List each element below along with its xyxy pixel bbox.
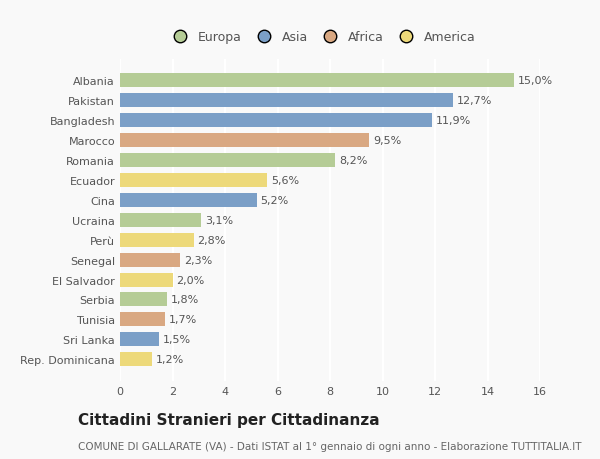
Bar xyxy=(120,194,257,207)
Bar xyxy=(120,313,164,327)
Bar xyxy=(120,174,267,188)
Text: 1,7%: 1,7% xyxy=(169,315,197,325)
Bar xyxy=(120,333,160,347)
Text: 1,8%: 1,8% xyxy=(171,295,199,305)
Text: 2,0%: 2,0% xyxy=(176,275,205,285)
Bar xyxy=(120,114,433,128)
Text: 5,6%: 5,6% xyxy=(271,176,299,185)
Bar xyxy=(120,134,370,148)
Text: 1,5%: 1,5% xyxy=(163,335,191,345)
Text: Cittadini Stranieri per Cittadinanza: Cittadini Stranieri per Cittadinanza xyxy=(78,413,380,428)
Bar xyxy=(120,233,193,247)
Text: 1,2%: 1,2% xyxy=(155,354,184,364)
Text: 8,2%: 8,2% xyxy=(339,156,368,166)
Text: 5,2%: 5,2% xyxy=(260,196,289,206)
Bar xyxy=(120,293,167,307)
Bar xyxy=(120,94,454,108)
Text: 2,3%: 2,3% xyxy=(184,255,212,265)
Bar xyxy=(120,353,151,366)
Bar xyxy=(120,253,181,267)
Text: COMUNE DI GALLARATE (VA) - Dati ISTAT al 1° gennaio di ogni anno - Elaborazione : COMUNE DI GALLARATE (VA) - Dati ISTAT al… xyxy=(78,441,581,451)
Text: 9,5%: 9,5% xyxy=(373,136,401,146)
Bar xyxy=(120,213,202,227)
Bar xyxy=(120,74,514,88)
Text: 15,0%: 15,0% xyxy=(518,76,553,86)
Legend: Europa, Asia, Africa, America: Europa, Asia, Africa, America xyxy=(164,28,479,48)
Text: 3,1%: 3,1% xyxy=(205,215,233,225)
Bar xyxy=(120,273,173,287)
Text: 12,7%: 12,7% xyxy=(457,96,493,106)
Bar xyxy=(120,154,335,168)
Text: 11,9%: 11,9% xyxy=(436,116,472,126)
Text: 2,8%: 2,8% xyxy=(197,235,226,245)
